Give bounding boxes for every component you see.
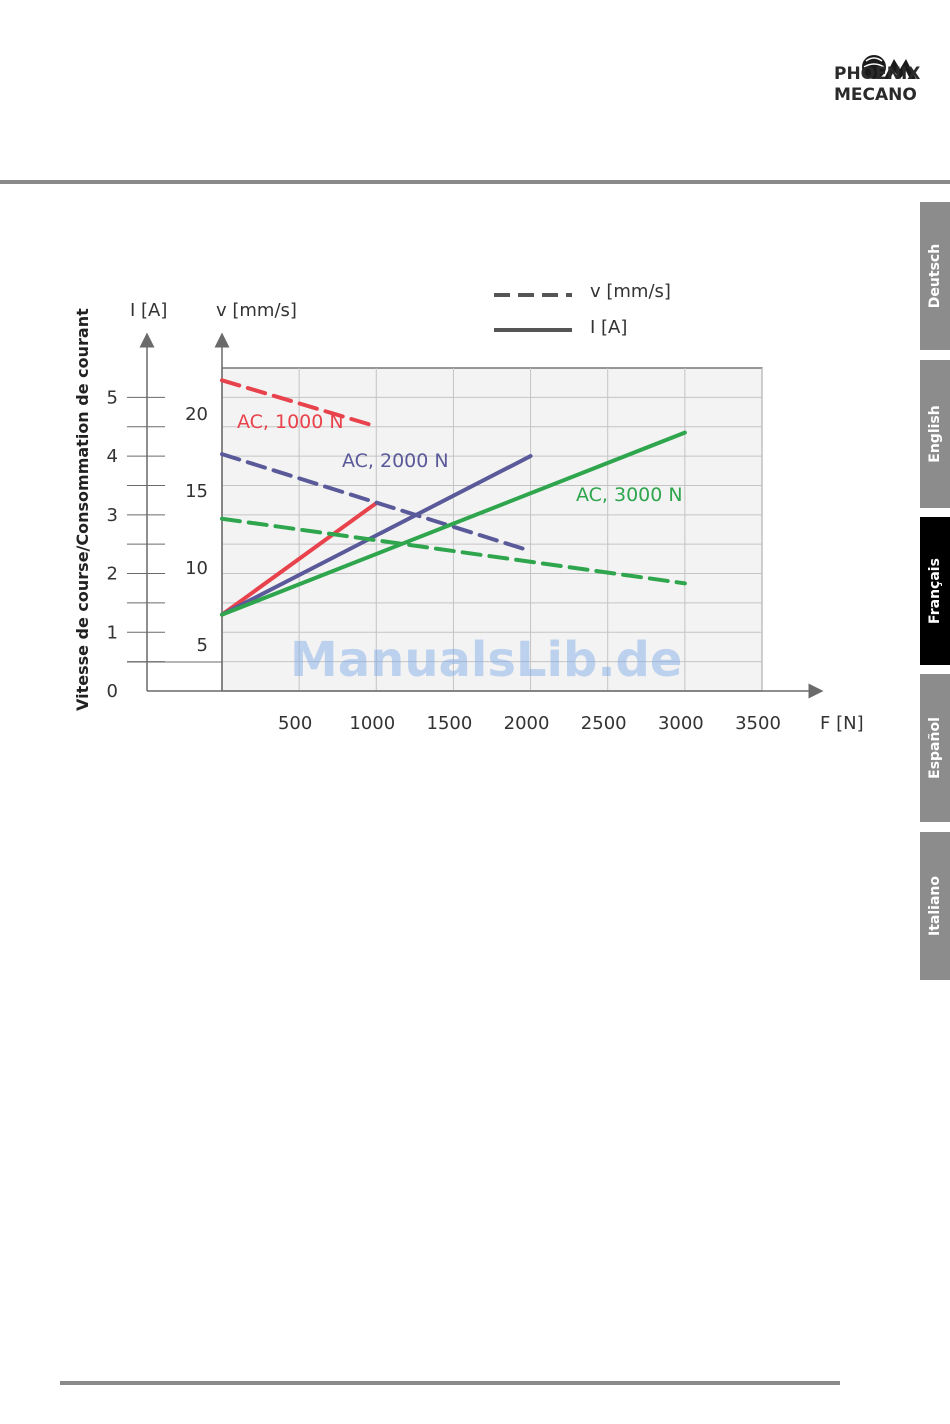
speed-tick-label: 5 [197, 635, 208, 656]
x-tick-label: 1000 [349, 713, 395, 734]
x-tick-label: 1500 [427, 713, 473, 734]
brand-line-2: MECANO [834, 85, 917, 105]
series-annotations: AC, 1000 N AC, 2000 N AC, 3000 N [237, 411, 683, 506]
current-tick-label: 3 [107, 505, 118, 526]
speed-tick-label: 20 [185, 404, 208, 425]
legend-speed-label: v [mm/s] [590, 281, 671, 302]
series-current-ac-2000-n [220, 454, 533, 617]
x-tick-label: 3500 [735, 713, 781, 734]
logo-globe-icon [862, 55, 886, 79]
speed-tick-label: 10 [185, 558, 208, 579]
speed-tick-label: 15 [185, 481, 208, 502]
series-annotation: AC, 3000 N [576, 484, 683, 506]
tick-labels: 0 1 2 3 4 5 5 10 15 20 500 1000 1500 2000 2500 3000 3500 [107, 387, 781, 734]
x-tick-label: 500 [278, 713, 312, 734]
footer-divider [60, 1381, 840, 1385]
header-divider [0, 180, 950, 184]
series-speed-ac-3000-n [220, 516, 687, 586]
tab-deutsch[interactable]: Deutsch [920, 202, 950, 350]
series-annotation: AC, 2000 N [342, 450, 449, 472]
x-axis-label: F [N] [820, 713, 864, 734]
axes [127, 332, 824, 699]
tab-english[interactable]: English [920, 360, 950, 508]
phoenix-mecano-logo [862, 55, 916, 79]
x-tick-label: 2000 [504, 713, 550, 734]
series-current-ac-3000-n [220, 430, 687, 617]
grid [222, 368, 763, 691]
x-tick-label: 2500 [581, 713, 627, 734]
current-axis-label: I [A] [130, 300, 167, 321]
legend-current-label: I [A] [590, 317, 627, 338]
series-speed-ac-1000-n [220, 378, 379, 429]
speed-axis-label: v [mm/s] [216, 300, 297, 321]
series-speed-ac-2000-n [220, 452, 533, 554]
y-axis-title: Vitesse de course/Consommation de couran… [73, 308, 92, 711]
logo-m-icon [884, 59, 916, 79]
current-tick-label: 0 [107, 681, 118, 702]
brand-line-1: PHOENIX [834, 64, 921, 84]
current-tick-label: 2 [107, 564, 118, 585]
tab-espanol[interactable]: Español [920, 674, 950, 822]
current-tick-label: 4 [107, 446, 118, 467]
tab-italiano[interactable]: Italiano [920, 832, 950, 980]
series-current-ac-1000-n [220, 501, 379, 617]
tab-francais[interactable]: Français [920, 517, 950, 665]
series-lines [220, 378, 687, 617]
watermark: ManualsLib.de [290, 632, 682, 688]
series-annotation: AC, 1000 N [237, 411, 344, 433]
current-tick-label: 5 [107, 387, 118, 408]
current-tick-label: 1 [107, 622, 118, 643]
x-tick-label: 3000 [658, 713, 704, 734]
